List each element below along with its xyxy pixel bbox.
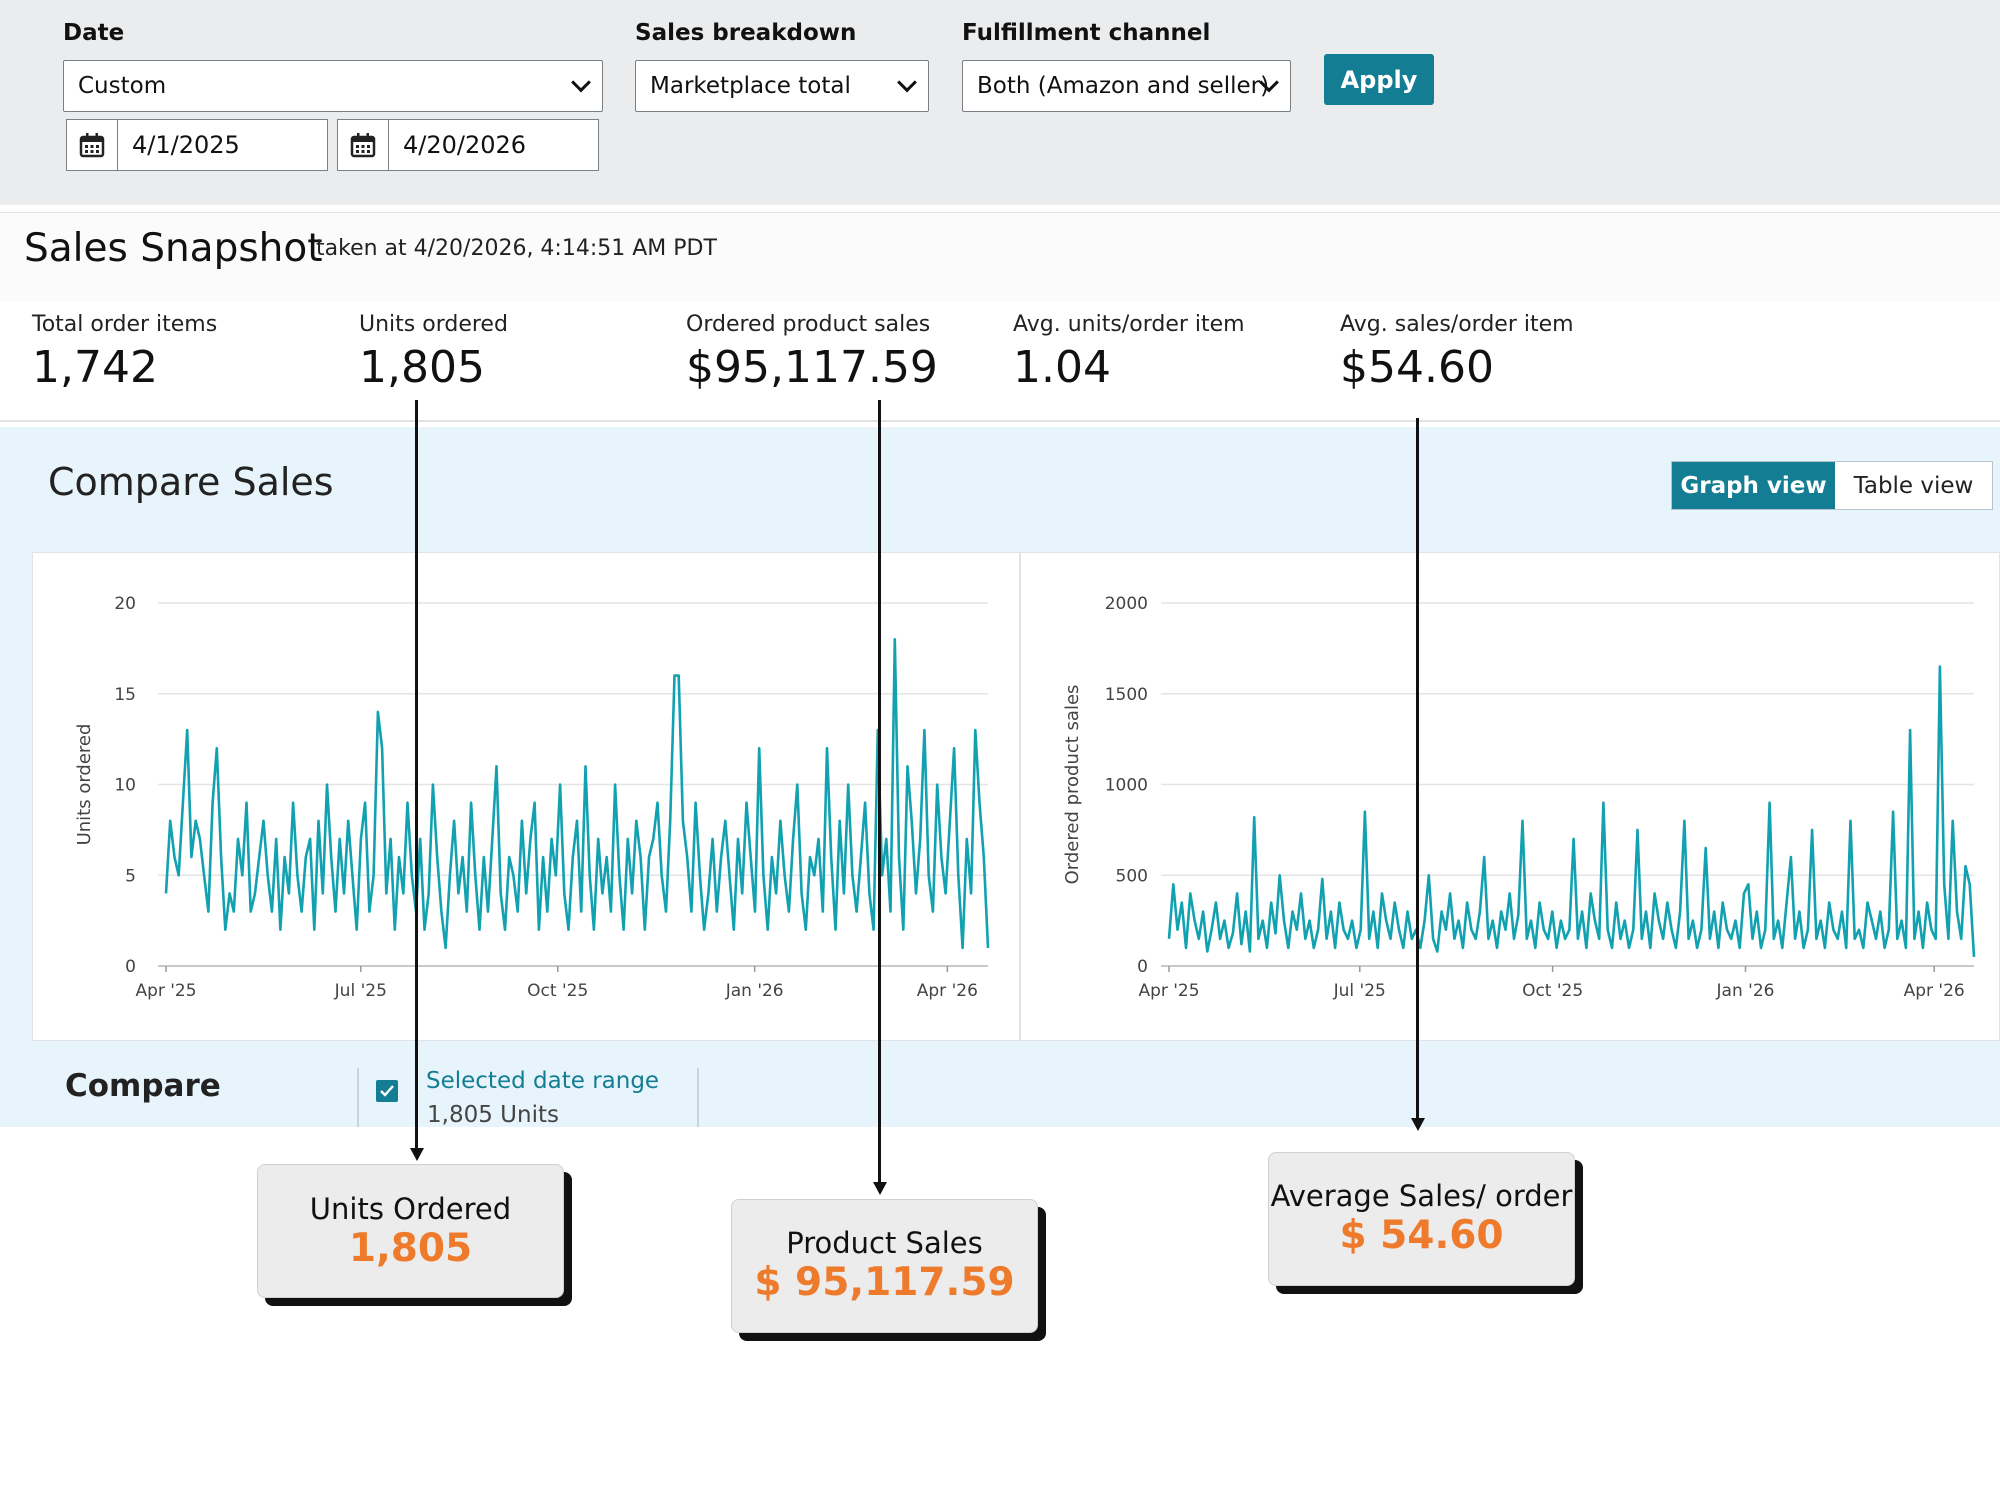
table-view-button[interactable]: Table view [1853, 472, 1974, 499]
metric-label-avg-units-per-order-item: Avg. units/order item [1013, 312, 1245, 337]
x-tick-label: Apr '26 [917, 981, 978, 1001]
sales-breakdown-value: Marketplace total [650, 73, 851, 99]
compare-sales-title: Compare Sales [48, 460, 334, 504]
metric-label-avg-sales-per-order-item: Avg. sales/order item [1340, 312, 1574, 337]
x-tick-label: Apr '26 [1904, 981, 1965, 1001]
callout-value: $ 54.60 [1339, 1213, 1504, 1258]
y-axis-title: Ordered product sales [1062, 685, 1083, 885]
y-tick-label: 500 [1116, 866, 1148, 886]
x-tick-label: Jul '25 [1333, 981, 1386, 1001]
metric-value-avg-sales-per-order-item: $54.60 [1340, 342, 1494, 393]
metric-label-total-order-items: Total order items [32, 312, 218, 337]
units-ordered-callout: Units Ordered 1,805 [257, 1164, 564, 1298]
x-tick-label: Oct '25 [1522, 981, 1583, 1001]
metric-value-ordered-product-sales: $95,117.59 [686, 342, 938, 393]
sales-breakdown-select[interactable]: Marketplace total [635, 60, 929, 112]
x-tick-label: Jan '26 [725, 981, 784, 1001]
y-tick-label: 5 [125, 866, 136, 886]
product-sales-callout: Product Sales $ 95,117.59 [731, 1199, 1038, 1333]
sales-snapshot-header [0, 212, 2000, 304]
date-filter-label: Date [63, 20, 125, 46]
y-tick-label: 0 [125, 957, 136, 977]
sales-snapshot-title: Sales Snapshot [24, 226, 323, 271]
x-tick-label: Oct '25 [527, 981, 588, 1001]
end-date-field[interactable]: 4/20/2026 [337, 119, 599, 171]
start-date-field[interactable]: 4/1/2025 [66, 119, 328, 171]
average-sales-callout: Average Sales/ order $ 54.60 [1268, 1152, 1575, 1286]
annotation-arrow [878, 400, 881, 1183]
metric-label-ordered-product-sales: Ordered product sales [686, 312, 931, 337]
annotation-arrow [1416, 418, 1419, 1119]
metric-value-units-ordered: 1,805 [359, 342, 485, 393]
selected-range-label[interactable]: Selected date range [426, 1068, 660, 1094]
fulfillment-channel-label: Fulfillment channel [962, 20, 1211, 46]
product-sales-chart-svg: 0 500 1000 1500 2000 Apr '25 Jul '25 Oct '25 Jan… [1062, 594, 1976, 1001]
arrow-head-icon [410, 1148, 424, 1161]
x-tick-label: Apr '25 [1138, 981, 1199, 1001]
metric-label-units-ordered: Units ordered [359, 312, 508, 337]
callout-value: $ 95,117.59 [754, 1260, 1015, 1305]
chevron-down-icon [897, 72, 917, 93]
y-tick-label: 2000 [1105, 594, 1148, 614]
sales-breakdown-label: Sales breakdown [635, 20, 857, 46]
callout-title: Product Sales [786, 1226, 983, 1260]
graph-view-button[interactable]: Graph view [1672, 462, 1835, 509]
compare-label: Compare [65, 1068, 221, 1104]
compare-divider [357, 1068, 359, 1127]
selected-range-units: 1,805 Units [427, 1102, 559, 1128]
end-date-value: 4/20/2026 [403, 131, 527, 159]
x-tick-label: Apr '25 [135, 981, 196, 1001]
callout-value: 1,805 [348, 1226, 473, 1271]
series-line [164, 638, 990, 950]
date-select[interactable]: Custom [63, 60, 603, 112]
series-line [1167, 665, 1976, 957]
compare-divider [697, 1068, 699, 1127]
callout-title: Units Ordered [309, 1192, 512, 1226]
units-ordered-chart: 0 5 10 15 20 Apr '25 Jul '25 Oct '25 Jan '26 Apr … [32, 552, 1020, 1041]
date-select-value: Custom [78, 73, 167, 99]
product-sales-chart: 0 500 1000 1500 2000 Apr '25 Jul '25 Oct '25 Jan… [1020, 552, 2000, 1041]
calendar-icon[interactable] [67, 120, 118, 170]
fulfillment-channel-value: Both (Amazon and seller) [977, 73, 1270, 99]
apply-button[interactable]: Apply [1324, 54, 1434, 105]
arrow-head-icon [1411, 1118, 1425, 1131]
chevron-down-icon [571, 72, 591, 93]
y-axis-title: Units ordered [74, 724, 95, 846]
x-tick-label: Jul '25 [334, 981, 387, 1001]
calendar-icon[interactable] [338, 120, 389, 170]
snapshot-timestamp: taken at 4/20/2026, 4:14:51 AM PDT [316, 236, 717, 261]
y-tick-label: 0 [1137, 957, 1148, 977]
y-tick-label: 20 [114, 594, 136, 614]
callout-title: Average Sales/ order [1270, 1179, 1573, 1213]
checkmark-icon [380, 1085, 394, 1097]
selected-range-checkbox[interactable] [376, 1080, 398, 1102]
metric-value-total-order-items: 1,742 [32, 342, 158, 393]
y-tick-label: 1000 [1105, 776, 1148, 796]
metric-value-avg-units-per-order-item: 1.04 [1013, 342, 1111, 393]
x-tick-label: Jan '26 [1716, 981, 1775, 1001]
units-ordered-chart-svg: 0 5 10 15 20 Apr '25 Jul '25 Oct '25 Jan '26 Apr … [74, 594, 990, 1001]
y-tick-label: 15 [114, 685, 136, 705]
arrow-head-icon [873, 1182, 887, 1195]
annotation-arrow [415, 400, 418, 1149]
start-date-value: 4/1/2025 [132, 131, 240, 159]
y-tick-label: 1500 [1105, 685, 1148, 705]
fulfillment-channel-select[interactable]: Both (Amazon and seller) [962, 60, 1291, 112]
view-toggle: Graph view Table view [1671, 461, 1993, 510]
metrics-row [0, 302, 2000, 422]
y-tick-label: 10 [114, 776, 136, 796]
